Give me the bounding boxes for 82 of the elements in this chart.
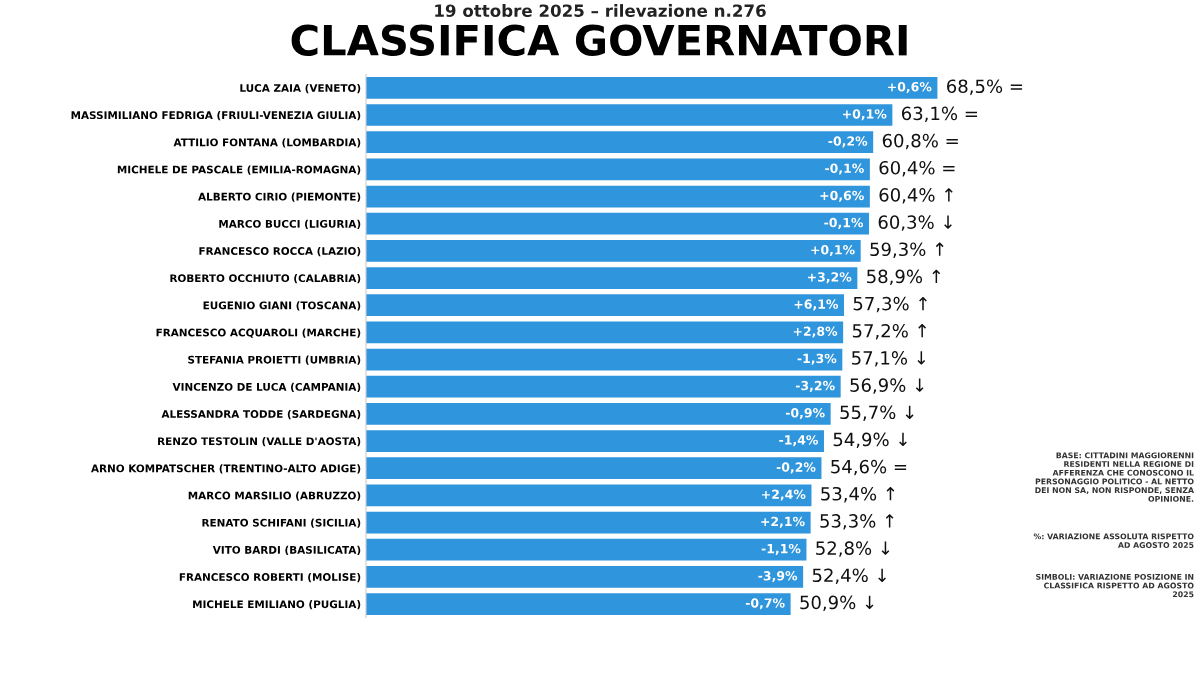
y-tick-label: ARNO KOMPATSCHER (TRENTINO-ALTO ADIGE): [91, 464, 361, 474]
annotation: -0,7%: [745, 598, 785, 610]
y-tick-label: LUCA ZAIA (VENETO): [240, 83, 361, 94]
y-tick-label: ALBERTO CIRIO (PIEMONTE): [198, 192, 361, 202]
data-label: 60,3% ↓: [878, 215, 952, 231]
data-label: 53,4% ↑: [821, 486, 895, 503]
chart-title: CLASSIFICA GOVERNATORI: [291, 24, 907, 56]
annotation: +2,1%: [761, 516, 805, 528]
data-label: 54,9% ↓: [833, 432, 907, 449]
annotation: +2,8%: [793, 326, 838, 338]
data-label: 60,8% =: [882, 133, 958, 150]
y-tick-label: FRANCESCO ROCCA (LAZIO): [199, 246, 361, 257]
bar: [366, 593, 791, 615]
data-label: 57,1% ↓: [852, 351, 926, 367]
data-label: 59,3% ↑: [870, 242, 944, 258]
annotation: +6,1%: [794, 299, 839, 311]
bar: [366, 294, 844, 317]
bar: [366, 511, 811, 534]
annotation: -1,3%: [797, 353, 837, 365]
annotation: -1,4%: [779, 435, 819, 447]
data-label: 57,3% ↑: [853, 296, 927, 313]
bar: [366, 158, 870, 181]
y-tick-label: MARCO BUCCI (LIGURIA): [219, 219, 361, 230]
annotation: +2,4%: [762, 489, 806, 501]
annotation: -3,9%: [758, 571, 798, 583]
data-label: 60,4% =: [879, 160, 955, 177]
annotation: +3,2%: [807, 272, 852, 284]
y-tick-label: FRANCESCO ROBERTI (MOLISE): [179, 572, 361, 583]
bar: [366, 131, 874, 154]
annotation: -0,1%: [824, 217, 864, 229]
y-tick-label: RENATO SCHIFANI (SICILIA): [202, 518, 361, 528]
bar: [366, 348, 843, 371]
annotation: +0,1%: [843, 109, 887, 121]
annotation: +0,6%: [820, 190, 864, 202]
bar: [366, 212, 870, 235]
y-tick-label: EUGENIO GIANI (TOSCANA): [203, 301, 361, 311]
annotation: +0,6%: [888, 82, 932, 94]
y-tick-label: ATTILIO FONTANA (LOMBARDIA): [173, 138, 361, 148]
annotation: -0,9%: [785, 408, 825, 420]
annotation: -0,2%: [776, 462, 816, 474]
bar: [366, 267, 858, 289]
bar: [366, 538, 807, 561]
annotation: -3,2%: [795, 380, 835, 392]
y-tick-label: MARCO MARSILIO (ABRUZZO): [188, 491, 361, 501]
data-label: 53,3% ↑: [820, 514, 894, 530]
data-label: 55,7% ↓: [840, 405, 914, 421]
annotation: -0,1%: [825, 163, 864, 175]
data-label: 54,6% =: [831, 459, 907, 476]
y-tick-label: STEFANIA PROIETTI (UMBRIA): [188, 355, 361, 365]
y-tick-label: VINCENZO DE LUCA (CAMPANIA): [172, 382, 361, 393]
bar: [366, 321, 844, 344]
annotation: -1,1%: [761, 543, 801, 555]
chart-subtitle: 19 ottobre 2025 – rilevazione n.276: [435, 4, 766, 17]
bar: [366, 239, 861, 262]
y-tick-label: MASSIMILIANO FEDRIGA (FRIULI-VENEZIA GIULIA): [71, 111, 361, 121]
bar: [366, 185, 870, 208]
data-label: 56,9% ↓: [850, 378, 924, 394]
bar: [366, 457, 822, 480]
data-label: 50,9% ↓: [800, 595, 874, 612]
data-label: 57,2% ↑: [852, 323, 927, 340]
data-label: 52,8% ↓: [816, 541, 890, 557]
data-label: 60,4% ↑: [879, 188, 953, 204]
y-tick-label: RENZO TESTOLIN (VALLE D'AOSTA): [158, 437, 361, 447]
annotation: +0,1%: [811, 245, 855, 257]
data-label: 58,9% ↑: [867, 269, 941, 286]
bar: [366, 430, 824, 452]
data-label: 63,1% =: [901, 106, 978, 123]
y-tick-label: ROBERTO OCCHIUTO (CALABRIA): [170, 274, 361, 284]
data-label: 52,4% ↓: [812, 568, 886, 584]
bar: [366, 104, 893, 126]
y-tick-label: ALESSANDRA TODDE (SARDEGNA): [161, 409, 361, 420]
bar: [366, 76, 938, 99]
annotation: -0,2%: [828, 136, 868, 148]
y-tick-label: MICHELE DE PASCALE (EMILIA-ROMAGNA): [117, 165, 361, 175]
y-tick-label: MICHELE EMILIANO (PUGLIA): [193, 600, 361, 610]
y-tick-label: FRANCESCO ACQUAROLI (MARCHE): [156, 328, 361, 338]
bar: [366, 375, 841, 398]
bar: [366, 402, 831, 425]
bar: [366, 484, 812, 507]
y-tick-label: VITO BARDI (BASILICATA): [212, 545, 361, 556]
bar: [366, 566, 804, 588]
data-label: 68,5% =: [947, 79, 1023, 95]
